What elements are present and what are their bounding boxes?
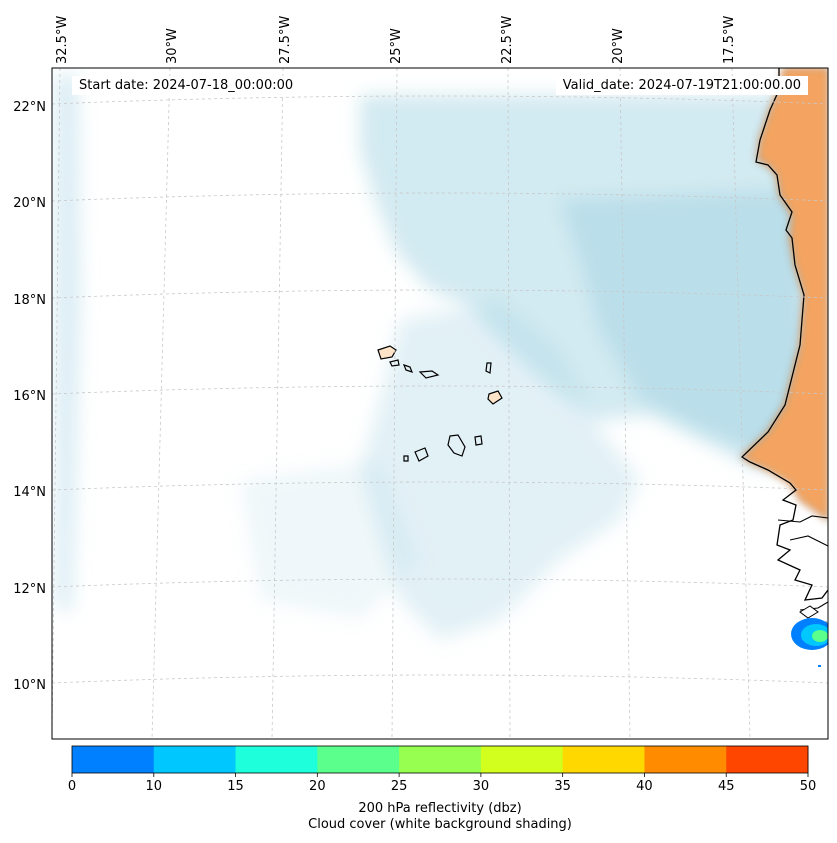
colorbar-tick-label: 35 bbox=[554, 779, 571, 794]
meridian-line bbox=[391, 68, 398, 739]
lat-label: 12°N bbox=[13, 582, 46, 597]
colorbar-segment bbox=[317, 746, 400, 773]
colorbar-tick-label: 25 bbox=[391, 779, 408, 794]
meridian-line bbox=[507, 68, 511, 739]
colorbar-tick-label: 45 bbox=[718, 779, 735, 794]
island-santa-luzia bbox=[402, 364, 414, 373]
colorbar-label-reflectivity: 200 hPa reflectivity (dbz) bbox=[358, 801, 522, 816]
island-brava bbox=[403, 455, 409, 462]
meridian-line bbox=[271, 68, 284, 739]
start-date-box: Start date: 2024-07-18_00:00:00 bbox=[72, 76, 301, 95]
colorbar-tick-label: 50 bbox=[800, 779, 817, 794]
lon-label: 30°W bbox=[165, 28, 180, 64]
parallel-line bbox=[52, 481, 828, 491]
island-sao-vicente bbox=[389, 359, 400, 367]
parallel-line bbox=[52, 578, 828, 588]
colorbar-segment bbox=[644, 746, 727, 773]
meridian-line bbox=[731, 68, 751, 739]
colorbar-tick-label: 10 bbox=[146, 779, 163, 794]
start-date-label: Start date: 2024-07-18_00:00:00 bbox=[79, 78, 294, 93]
cloud-region-central bbox=[360, 300, 640, 640]
colorbar-tick-label: 0 bbox=[68, 779, 76, 794]
island-sal bbox=[485, 362, 492, 374]
island-fogo bbox=[414, 447, 429, 462]
colorbar-tick-label: 30 bbox=[473, 779, 490, 794]
island-santiago bbox=[447, 434, 466, 457]
west-africa-coastline bbox=[740, 68, 828, 601]
island-maio bbox=[474, 435, 483, 446]
cloud-region-west-strip bbox=[55, 75, 80, 610]
colorbar: 0 10 15 20 25 30 35 40 45 50 bbox=[68, 745, 816, 794]
colorbar-tick-label: 15 bbox=[227, 779, 244, 794]
colorbar-tick-label: 40 bbox=[636, 779, 653, 794]
colorbar-segment bbox=[153, 746, 237, 773]
colorbar-segment bbox=[399, 746, 482, 773]
island-boa-vista bbox=[487, 390, 503, 405]
colorbar-segment bbox=[562, 746, 645, 773]
colorbar-tick-label: 20 bbox=[309, 779, 326, 794]
lon-label: 32.5°W bbox=[55, 16, 70, 64]
reflectivity-cell bbox=[791, 618, 828, 667]
latitude-labels: 22°N 20°N 18°N 16°N 14°N 12°N 10°N bbox=[13, 100, 46, 693]
colorbar-segment bbox=[235, 746, 318, 773]
colorbar-segment bbox=[726, 746, 809, 773]
colorbar-label-cloud-cover: Cloud cover (white background shading) bbox=[308, 817, 572, 832]
cape-verde-islands bbox=[377, 345, 503, 462]
map-frame bbox=[51, 67, 829, 740]
valid-date-box: Valid_date: 2024-07-19T21:00:00.00 bbox=[555, 76, 808, 95]
colorbar-segments bbox=[72, 746, 809, 773]
lat-label: 20°N bbox=[13, 196, 46, 211]
lon-label: 22.5°W bbox=[500, 16, 515, 64]
lon-label: 17.5°W bbox=[722, 16, 737, 64]
meridian-line bbox=[52, 68, 61, 739]
parallel-line bbox=[52, 192, 828, 202]
longitude-labels: 32.5°W 30°W 27.5°W 25°W 22.5°W 20°W 17.5… bbox=[55, 16, 737, 64]
reflectivity-inner bbox=[812, 630, 828, 642]
cloud-cover-shading bbox=[55, 75, 810, 640]
parallel-line bbox=[52, 95, 828, 105]
lat-label: 22°N bbox=[13, 100, 46, 115]
valid-date-label: Valid_date: 2024-07-19T21:00:00.00 bbox=[562, 78, 801, 93]
parallel-line bbox=[52, 385, 828, 395]
lon-label: 27.5°W bbox=[278, 16, 293, 64]
meridian-line bbox=[151, 68, 171, 739]
lat-label: 16°N bbox=[13, 389, 46, 404]
island-santo-antao bbox=[377, 345, 397, 360]
lat-label: 18°N bbox=[13, 293, 46, 308]
lat-label: 10°N bbox=[13, 678, 46, 693]
island-sao-nicolau bbox=[418, 370, 440, 379]
lon-label: 20°W bbox=[611, 28, 626, 64]
colorbar-frame bbox=[71, 745, 809, 774]
reflectivity-speck bbox=[818, 665, 821, 667]
lon-label: 25°W bbox=[389, 28, 404, 64]
graticule bbox=[52, 68, 828, 739]
colorbar-segment bbox=[72, 746, 155, 773]
colorbar-segment bbox=[480, 746, 564, 773]
meridian-line bbox=[619, 68, 631, 739]
parallel-line bbox=[52, 289, 828, 299]
colorbar-ticks: 0 10 15 20 25 30 35 40 45 50 bbox=[68, 773, 816, 794]
parallel-line bbox=[52, 674, 828, 684]
lat-label: 14°N bbox=[13, 485, 46, 500]
colorbar-caption: 200 hPa reflectivity (dbz) Cloud cover (… bbox=[72, 801, 808, 833]
cloud-region-southwest bbox=[240, 460, 420, 620]
